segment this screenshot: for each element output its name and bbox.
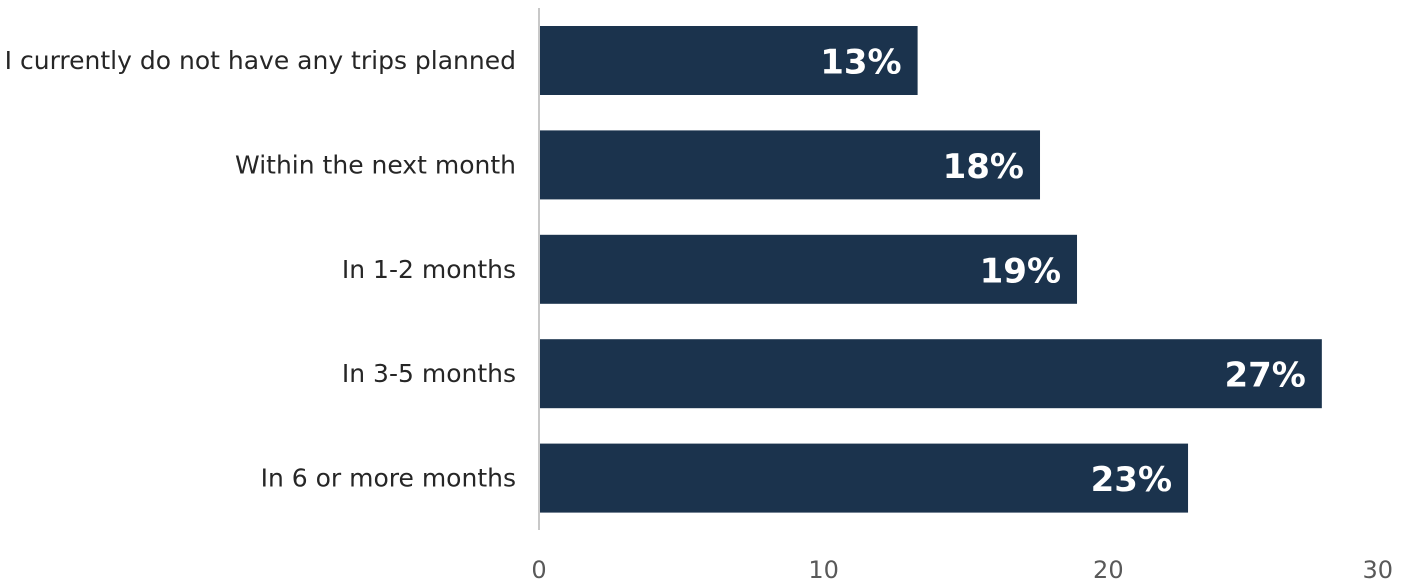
bars-layer xyxy=(539,26,1322,513)
x-tick-label: 0 xyxy=(531,556,546,580)
category-label: In 3-5 months xyxy=(342,359,516,388)
x-tick-label: 20 xyxy=(1093,556,1124,580)
category-label: I currently do not have any trips planne… xyxy=(5,46,516,75)
data-label: 19% xyxy=(980,251,1061,291)
category-label: In 6 or more months xyxy=(261,464,516,493)
bar xyxy=(539,26,918,95)
data-label: 23% xyxy=(1091,460,1172,500)
category-label: Within the next month xyxy=(235,150,516,179)
data-label: 18% xyxy=(943,147,1024,187)
bar xyxy=(539,130,1041,200)
x-tick-label: 10 xyxy=(808,556,839,580)
x-tick-label: 30 xyxy=(1362,556,1393,580)
x-axis-tick-labels: 0 10 20 30 xyxy=(531,556,1393,580)
data-labels: 13% 18% 19% 27% 23% xyxy=(820,43,1306,501)
data-label: 27% xyxy=(1224,356,1305,396)
bar xyxy=(539,443,1189,513)
category-label: In 1-2 months xyxy=(342,255,516,284)
bar xyxy=(539,234,1078,304)
category-labels: I currently do not have any trips planne… xyxy=(5,46,516,493)
bar xyxy=(539,339,1322,409)
data-label: 13% xyxy=(820,43,901,83)
